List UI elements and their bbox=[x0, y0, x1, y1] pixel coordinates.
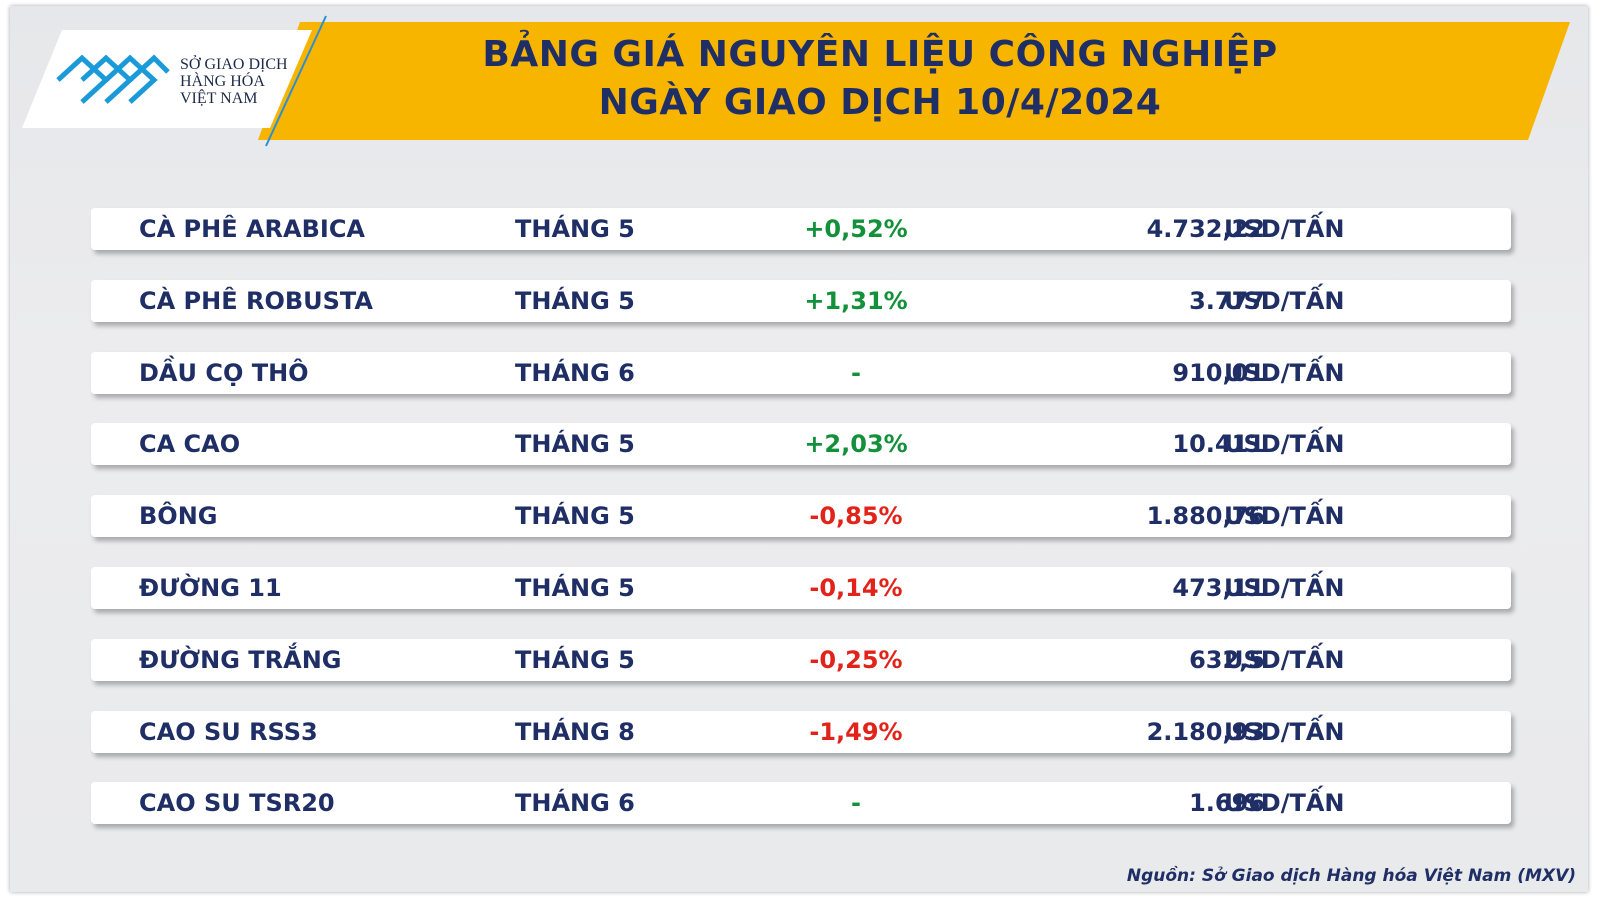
table-row: CÀ PHÊ ROBUSTA THÁNG 5 +1,31% 3.777 USD/TẤN bbox=[91, 279, 1511, 322]
commodity: ĐƯỜNG TRẮNG bbox=[139, 645, 342, 674]
month: THÁNG 6 bbox=[515, 358, 635, 387]
month: THÁNG 5 bbox=[515, 645, 635, 674]
source: Nguồn: Sở Giao dịch Hàng hóa Việt Nam (M… bbox=[1126, 866, 1576, 886]
commodity: BÔNG bbox=[139, 502, 218, 531]
change: -1,49% bbox=[809, 717, 903, 746]
month: THÁNG 6 bbox=[515, 789, 635, 818]
change: +0,52% bbox=[804, 215, 908, 243]
price: 10.411 bbox=[1172, 430, 1265, 459]
commodity: ĐƯỜNG 11 bbox=[139, 574, 282, 602]
table-row: CAO SU RSS3 THÁNG 8 -1,49% 2.180,93 USD/TẤN bbox=[91, 710, 1511, 753]
price: 473,11 bbox=[1172, 574, 1265, 602]
unit: USD/TẤN bbox=[1224, 789, 1345, 818]
unit: USD/TẤN bbox=[1224, 645, 1345, 674]
month: THÁNG 5 bbox=[515, 215, 635, 243]
table-row: BÔNG THÁNG 5 -0,85% 1.880,76 USD/TẤN bbox=[91, 495, 1511, 538]
table-row: CA CAO THÁNG 5 +2,03% 10.411 USD/TẤN bbox=[91, 423, 1511, 466]
month: THÁNG 5 bbox=[515, 430, 635, 459]
commodity: CA CAO bbox=[139, 430, 241, 459]
commodity: CÀ PHÊ ROBUSTA bbox=[139, 286, 373, 315]
table-row: ĐƯỜNG TRẮNG THÁNG 5 -0,25% 632,5 USD/TẤN bbox=[91, 638, 1511, 681]
unit: USD/TẤN bbox=[1224, 574, 1345, 602]
title: BẢNG GIÁ NGUYÊN LIỆU CÔNG NGHIỆP bbox=[482, 34, 1278, 75]
logo-text: VIỆT NAM bbox=[180, 90, 258, 107]
month: THÁNG 8 bbox=[515, 717, 635, 746]
change: -0,14% bbox=[809, 574, 903, 602]
unit: USD/TẤN bbox=[1224, 502, 1345, 531]
price: 1.880,76 bbox=[1146, 502, 1265, 531]
unit: USD/TẤN bbox=[1224, 717, 1345, 746]
change: +2,03% bbox=[804, 430, 908, 459]
commodity: DẦU CỌ THÔ bbox=[139, 358, 309, 387]
unit: USD/TẤN bbox=[1224, 215, 1345, 243]
price: 632,5 bbox=[1189, 645, 1265, 674]
price: 910,01 bbox=[1172, 358, 1265, 387]
month: THÁNG 5 bbox=[515, 574, 635, 602]
table-row: ĐƯỜNG 11 THÁNG 5 -0,14% 473,11 USD/TẤN bbox=[91, 567, 1511, 609]
change: - bbox=[851, 789, 861, 818]
commodity: CAO SU RSS3 bbox=[139, 717, 318, 746]
month: THÁNG 5 bbox=[515, 502, 635, 531]
logo-text: SỞ GIAO DỊCH bbox=[180, 56, 288, 73]
table-row: CAO SU TSR20 THÁNG 6 - 1.696 USD/TẤN bbox=[91, 782, 1511, 825]
table-row: CÀ PHÊ ARABICA THÁNG 5 +0,52% 4.732,22 USD/T… bbox=[91, 208, 1511, 250]
change: - bbox=[851, 358, 861, 387]
unit: USD/TẤN bbox=[1224, 358, 1345, 387]
price: 2.180,93 bbox=[1146, 717, 1265, 746]
unit: USD/TẤN bbox=[1224, 286, 1345, 315]
price: 1.696 bbox=[1189, 789, 1265, 818]
table-row: DẦU CỌ THÔ THÁNG 6 - 910,01 USD/TẤN bbox=[91, 351, 1511, 394]
unit: USD/TẤN bbox=[1224, 430, 1345, 459]
price: 4.732,22 bbox=[1146, 215, 1265, 243]
change: -0,85% bbox=[809, 502, 903, 531]
change: +1,31% bbox=[804, 286, 908, 315]
commodity: CAO SU TSR20 bbox=[139, 789, 335, 818]
logo-text: HÀNG HÓA bbox=[180, 73, 265, 90]
commodity: CÀ PHÊ ARABICA bbox=[139, 215, 366, 243]
change: -0,25% bbox=[809, 645, 903, 674]
title: NGÀY GIAO DỊCH 10/4/2024 bbox=[598, 82, 1162, 123]
price: 3.777 bbox=[1189, 286, 1265, 315]
month: THÁNG 5 bbox=[515, 286, 635, 315]
